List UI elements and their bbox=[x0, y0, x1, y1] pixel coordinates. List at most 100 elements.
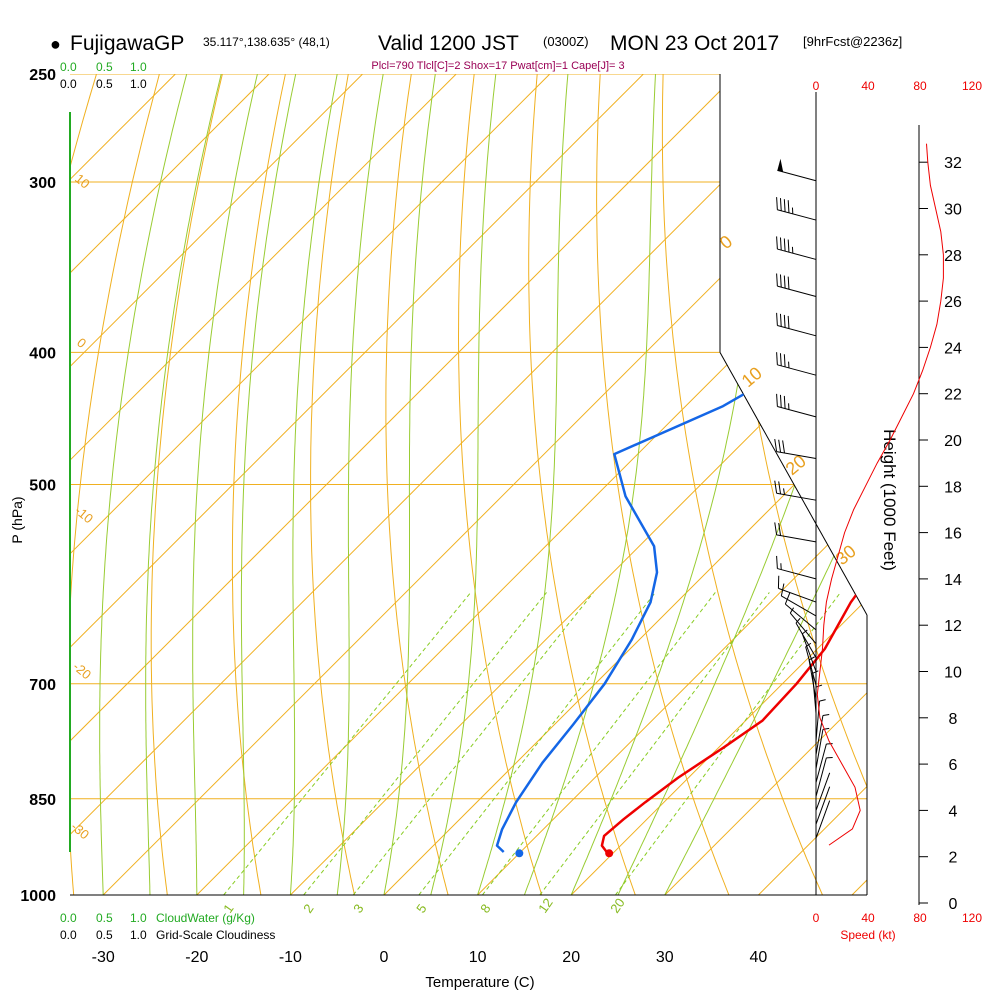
isotherm-label: 0 bbox=[716, 231, 737, 253]
mixing-ratio-label: 2 bbox=[300, 901, 316, 916]
mixing-ratio-label: 3 bbox=[350, 901, 366, 916]
dewpoint-profile bbox=[495, 107, 867, 853]
dry-adiabat bbox=[661, 74, 823, 895]
isotherm-line bbox=[70, 74, 644, 895]
barb-flag bbox=[784, 592, 791, 605]
wind-barb bbox=[795, 617, 817, 658]
temperature-profile bbox=[600, 107, 867, 853]
height-tick-label: 16 bbox=[944, 526, 962, 543]
height-tick-label: 8 bbox=[949, 711, 958, 728]
moist-adiabat bbox=[99, 74, 188, 895]
height-tick-label: 2 bbox=[949, 850, 958, 867]
barb-staff bbox=[815, 800, 831, 839]
barb-flag bbox=[779, 394, 782, 408]
barb-half-flag bbox=[789, 607, 795, 614]
wind-barb bbox=[777, 158, 817, 182]
barb-staff bbox=[815, 757, 827, 797]
pressure-tick-label: 500 bbox=[29, 478, 56, 495]
moist-adiabat bbox=[240, 74, 297, 895]
isotherm-line bbox=[290, 74, 867, 895]
barb-staff bbox=[781, 595, 817, 617]
height-tick-label: 20 bbox=[944, 433, 962, 450]
dry-adiabat bbox=[150, 74, 223, 895]
isotherm-line bbox=[758, 74, 867, 895]
barb-flag bbox=[776, 312, 778, 326]
height-tick-label: 28 bbox=[944, 248, 962, 265]
pressure-tick-label: 700 bbox=[29, 677, 56, 694]
wind-barb bbox=[815, 756, 833, 797]
barb-staff bbox=[777, 568, 817, 580]
isotherm-line bbox=[70, 74, 363, 895]
speed-axis-label: Speed (kt) bbox=[840, 928, 895, 942]
barb-flag bbox=[778, 523, 782, 536]
pressure-tick-label: 300 bbox=[29, 175, 56, 192]
wind-barb bbox=[777, 575, 817, 603]
cloudiness-tick-top: 0.0 bbox=[60, 77, 77, 91]
barb-staff bbox=[777, 248, 817, 260]
barb-staff bbox=[778, 587, 817, 603]
barb-half-flag bbox=[808, 656, 815, 661]
barb-staff bbox=[815, 772, 831, 811]
wind-barb bbox=[776, 393, 817, 418]
cloudwater-tick-top: 0.0 bbox=[60, 60, 77, 74]
surface-temperature-marker bbox=[605, 849, 614, 858]
wind-barb bbox=[784, 592, 817, 631]
cloudiness-tick-bottom: 0.5 bbox=[96, 928, 113, 942]
barb-staff bbox=[805, 646, 817, 686]
cloudwater-label: CloudWater (g/Kg) bbox=[156, 911, 255, 925]
moist-adiabat bbox=[289, 74, 338, 895]
barb-flag bbox=[779, 198, 782, 211]
temperature-tick-label: 10 bbox=[469, 949, 487, 966]
pressure-tick-label: 250 bbox=[29, 67, 56, 84]
barb-flag bbox=[776, 197, 778, 210]
speed-tick-label-top: 0 bbox=[813, 79, 820, 93]
moist-adiabat bbox=[477, 74, 569, 895]
dry-adiabat-label: -10 bbox=[72, 503, 96, 527]
wind-barb bbox=[812, 670, 819, 714]
barb-staff bbox=[815, 729, 824, 769]
cloudiness-label: Grid-Scale Cloudiness bbox=[156, 928, 275, 942]
speed-tick-label-bottom: 0 bbox=[813, 911, 820, 925]
barb-flag bbox=[787, 315, 790, 329]
cloudwater-tick-bottom: 0.5 bbox=[96, 911, 113, 925]
forecast-label: [9hrFcst@2236z] bbox=[803, 34, 902, 49]
plot-slant-edge bbox=[719, 352, 868, 616]
mixing-ratio-label: 20 bbox=[607, 895, 628, 915]
dry-adiabat-label: -30 bbox=[68, 819, 92, 843]
wind-speed-profile bbox=[816, 143, 944, 846]
y-axis-label: P (hPa) bbox=[9, 496, 25, 543]
barb-flag bbox=[782, 440, 785, 454]
mixing-ratio-label: 8 bbox=[477, 901, 493, 916]
barb-flag bbox=[774, 522, 778, 535]
cloudwater-tick-bottom: 1.0 bbox=[130, 911, 147, 925]
height-tick-label: 24 bbox=[944, 340, 962, 357]
barb-staff bbox=[777, 285, 817, 297]
barb-flag bbox=[776, 352, 778, 365]
wind-barb bbox=[776, 555, 817, 580]
cloudiness-tick-top: 1.0 bbox=[130, 77, 147, 91]
wind-barb bbox=[801, 629, 817, 672]
barb-staff bbox=[777, 324, 817, 337]
barb-staff bbox=[812, 673, 817, 714]
dry-adiabat bbox=[385, 74, 449, 895]
height-tick-label: 26 bbox=[944, 294, 962, 311]
barb-pennant bbox=[777, 158, 784, 172]
station-bullet: ● bbox=[50, 34, 61, 54]
barb-staff bbox=[777, 209, 817, 221]
barb-flag bbox=[779, 274, 782, 288]
barb-half-flag bbox=[819, 699, 826, 702]
pressure-tick-label: 1000 bbox=[20, 888, 56, 905]
isotherm-label: 10 bbox=[738, 363, 766, 391]
wind-barb bbox=[805, 642, 817, 686]
mixing-ratio-line bbox=[303, 592, 547, 895]
height-tick-label: 6 bbox=[949, 757, 958, 774]
mixing-ratio-line bbox=[352, 592, 594, 895]
station-name: FujigawaGP bbox=[70, 32, 184, 55]
barb-flag bbox=[774, 480, 778, 494]
pressure-tick-label: 850 bbox=[29, 792, 56, 809]
temperature-tick-label: 0 bbox=[380, 949, 389, 966]
isotherm-line bbox=[851, 74, 867, 895]
barb-flag bbox=[776, 555, 778, 569]
barb-staff bbox=[776, 492, 817, 501]
barb-flag bbox=[778, 439, 782, 453]
